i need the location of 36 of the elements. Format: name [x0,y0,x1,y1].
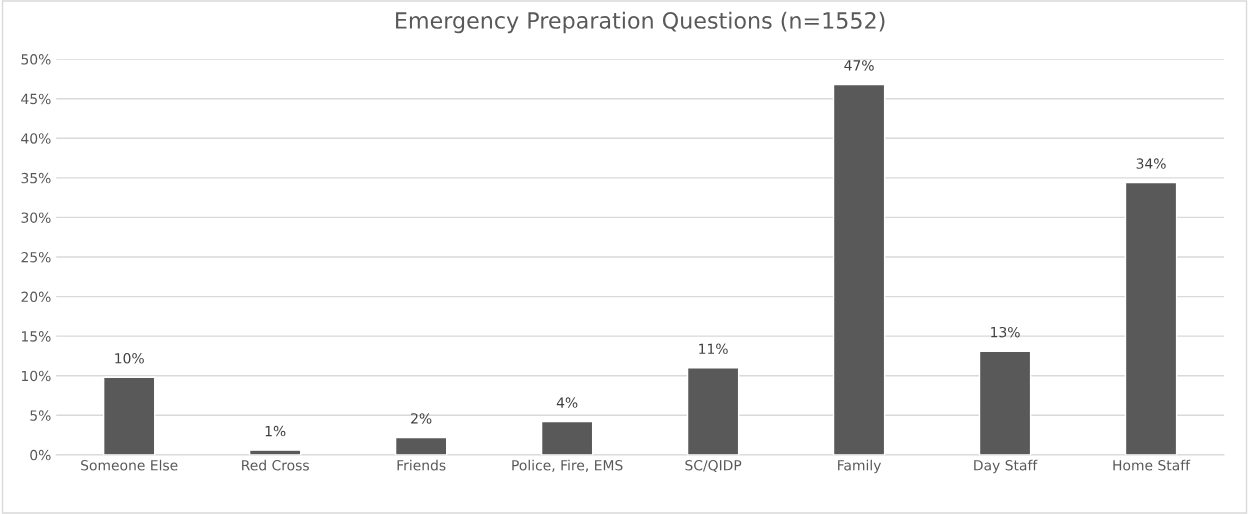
data-label: 11% [699,343,728,355]
data-label: 13% [991,326,1020,338]
y-tick-label: 35% [21,172,51,184]
bar [394,436,448,455]
y-tick-label: 50% [21,54,51,65]
bar [978,350,1032,455]
y-tick-label: 20% [21,291,51,303]
y-tick-label: 40% [21,133,51,144]
x-tick-label: SC/QIDP [685,460,742,473]
data-label: 47% [844,60,874,71]
y-tick-label: 0% [30,449,51,461]
x-tick-label: Family [838,459,882,474]
data-label: 1% [265,425,286,437]
y-tick-label: 30% [21,212,51,223]
y-tick-label: 25% [21,251,51,263]
data-label: 2% [411,413,432,424]
x-tick-label: Home Staff [1113,459,1191,471]
bar [248,449,302,455]
data-label: 34% [1136,158,1166,169]
data-label: 10% [115,353,144,364]
bar [832,83,886,455]
chart-title: Emergency Preparation Questions (n=1552) [396,11,885,34]
bar [540,420,594,455]
x-tick-label: Someone Else [81,459,178,471]
y-tick-label: 10% [22,370,51,382]
x-tick-label: Police, Fire, EMS [512,459,623,472]
y-tick-label: 15% [22,331,51,342]
x-tick-label: Friends [397,459,446,471]
x-tick-label: Red Cross [242,459,309,471]
data-label: 4% [556,397,578,408]
bar [102,376,156,455]
y-tick-label: 45% [21,93,51,105]
bar [1124,181,1178,455]
y-tick-label: 5% [30,410,51,421]
x-tick-label: Day Staff [974,459,1038,474]
bar [686,367,740,455]
